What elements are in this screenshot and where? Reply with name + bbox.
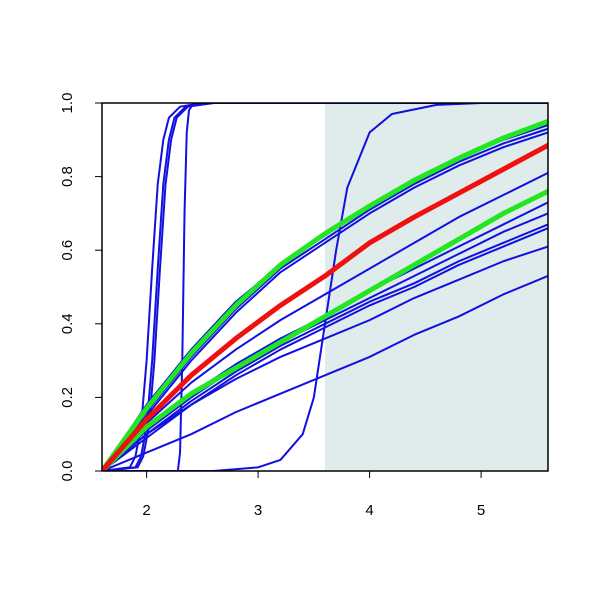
series-line [102, 103, 548, 471]
x-tick-label: 5 [477, 502, 485, 519]
y-tick-label: 0.8 [59, 166, 76, 187]
series-line [102, 171, 548, 471]
y-tick-label: 0.4 [59, 313, 76, 334]
y-tick-label: 1.0 [59, 93, 76, 114]
series-line [102, 245, 548, 471]
line-layer [102, 103, 548, 471]
y-tick-label: 0.2 [59, 387, 76, 408]
series-line [102, 103, 548, 471]
series-line [102, 188, 548, 471]
series-line [102, 103, 548, 471]
x-tick-label: 3 [254, 502, 262, 519]
series-line [102, 142, 548, 471]
tick-layer: 2 3 4 5 0.0 0.2 0.4 0.6 0.8 1.0 [59, 93, 485, 519]
series-line [102, 131, 548, 471]
series-line [102, 118, 548, 471]
plot-frame [101, 102, 549, 472]
y-tick-label: 0.6 [59, 240, 76, 261]
x-tick-label: 4 [365, 502, 373, 519]
x-tick-label: 2 [142, 502, 150, 519]
series-line [102, 274, 548, 471]
y-tick-label: 0.0 [59, 461, 76, 482]
